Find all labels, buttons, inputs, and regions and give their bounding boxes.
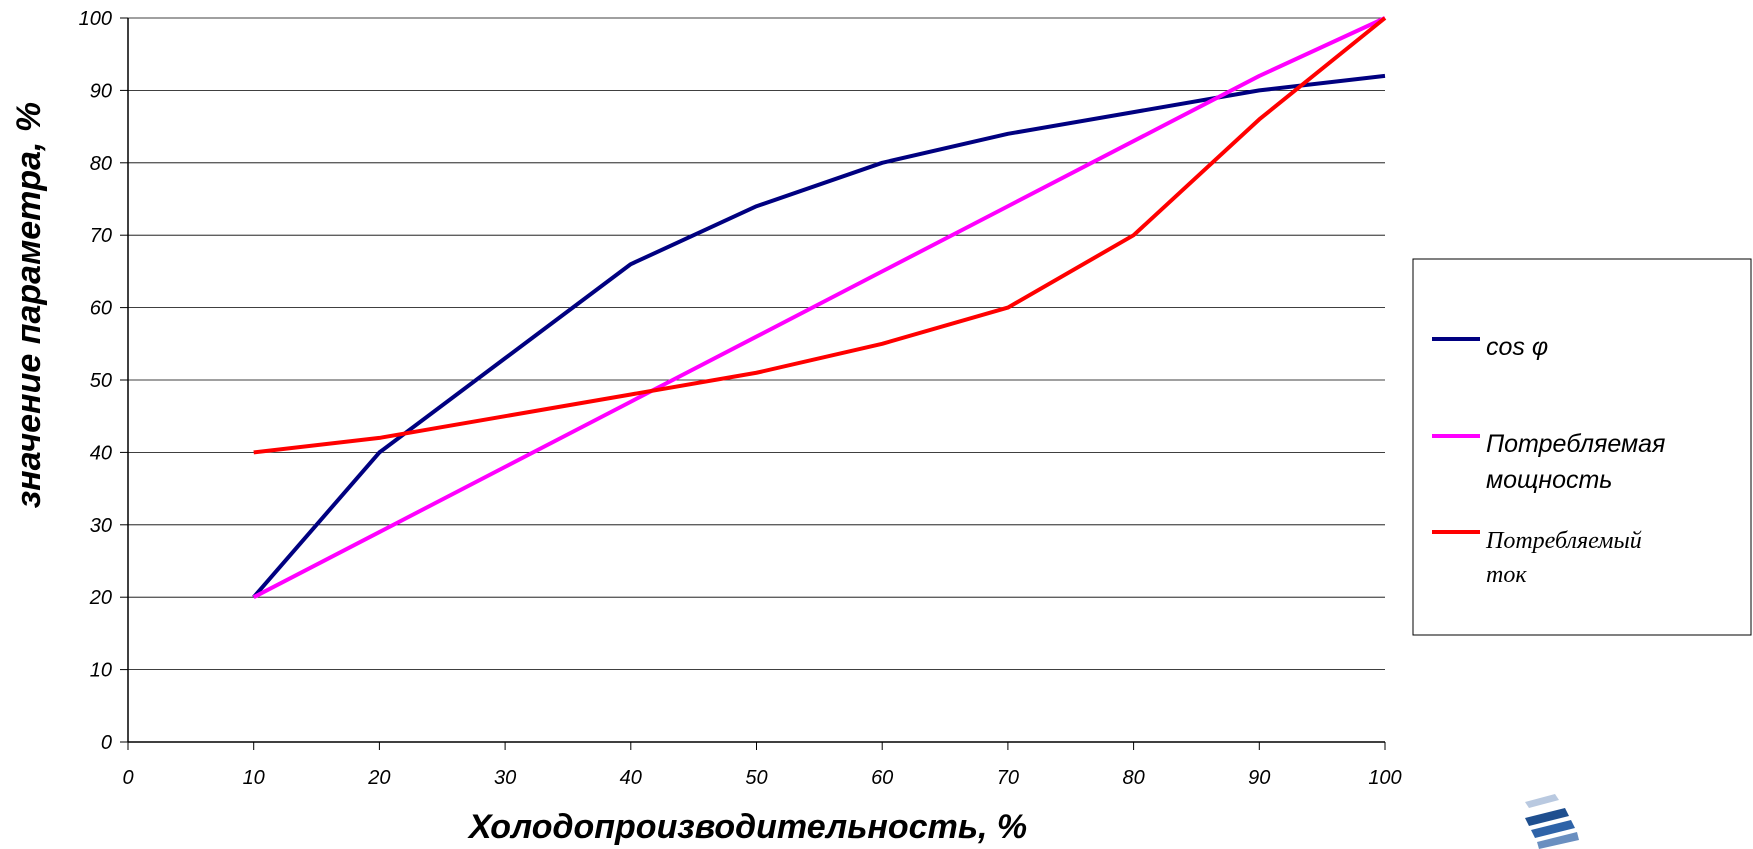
logo bbox=[1525, 794, 1579, 849]
y-tick-label: 70 bbox=[90, 225, 112, 247]
x-axis-title: Холодопроизводительность, % bbox=[467, 808, 1027, 846]
x-tick-label: 50 bbox=[745, 767, 767, 789]
x-tick-label: 30 bbox=[494, 767, 516, 789]
x-tick-label: 10 bbox=[243, 767, 265, 789]
x-tick-label: 80 bbox=[1122, 767, 1144, 789]
x-tick-label: 0 bbox=[122, 767, 133, 789]
x-tick-labels: 0 10 20 30 40 50 60 70 80 90 100 bbox=[122, 742, 1402, 789]
y-tick-labels: 0 10 20 30 40 50 60 70 80 90 100 bbox=[79, 8, 128, 754]
legend-label-0: cos φ bbox=[1486, 333, 1548, 361]
y-tick-label: 80 bbox=[90, 153, 112, 175]
x-tick-label: 40 bbox=[620, 767, 642, 789]
legend-label-1: Потребляемая bbox=[1486, 430, 1665, 458]
series-lines bbox=[252, 16, 1387, 599]
series-line-1 bbox=[252, 16, 1386, 599]
y-tick-label: 90 bbox=[90, 80, 112, 102]
y-axis-title: значение параметра, % bbox=[10, 102, 48, 508]
legend-box bbox=[1412, 258, 1752, 636]
y-tick-label: 30 bbox=[90, 515, 112, 537]
y-tick-label: 100 bbox=[79, 8, 112, 30]
y-tick-label: 50 bbox=[90, 370, 112, 392]
y-tick-label: 60 bbox=[90, 298, 112, 320]
series-line-2 bbox=[253, 16, 1387, 455]
legend-label-1: мощность bbox=[1486, 466, 1612, 494]
x-tick-label: 100 bbox=[1368, 767, 1401, 789]
x-tick-label: 90 bbox=[1248, 767, 1270, 789]
legend: cos φ Потребляемая мощность Потребляемый ток bbox=[1412, 258, 1752, 636]
series-line-0 bbox=[252, 73, 1386, 599]
y-tick-label: 10 bbox=[90, 660, 112, 682]
x-tick-label: 70 bbox=[997, 767, 1019, 789]
legend-label-2: Потребляемый bbox=[1485, 528, 1642, 554]
y-tick-label: 0 bbox=[101, 732, 112, 754]
x-tick-label: 60 bbox=[871, 767, 893, 789]
y-tick-label: 40 bbox=[90, 442, 112, 464]
gridlines bbox=[128, 17, 1385, 743]
y-tick-label: 20 bbox=[89, 587, 112, 609]
legend-label-2: ток bbox=[1486, 562, 1527, 588]
x-tick-label: 20 bbox=[367, 767, 390, 789]
